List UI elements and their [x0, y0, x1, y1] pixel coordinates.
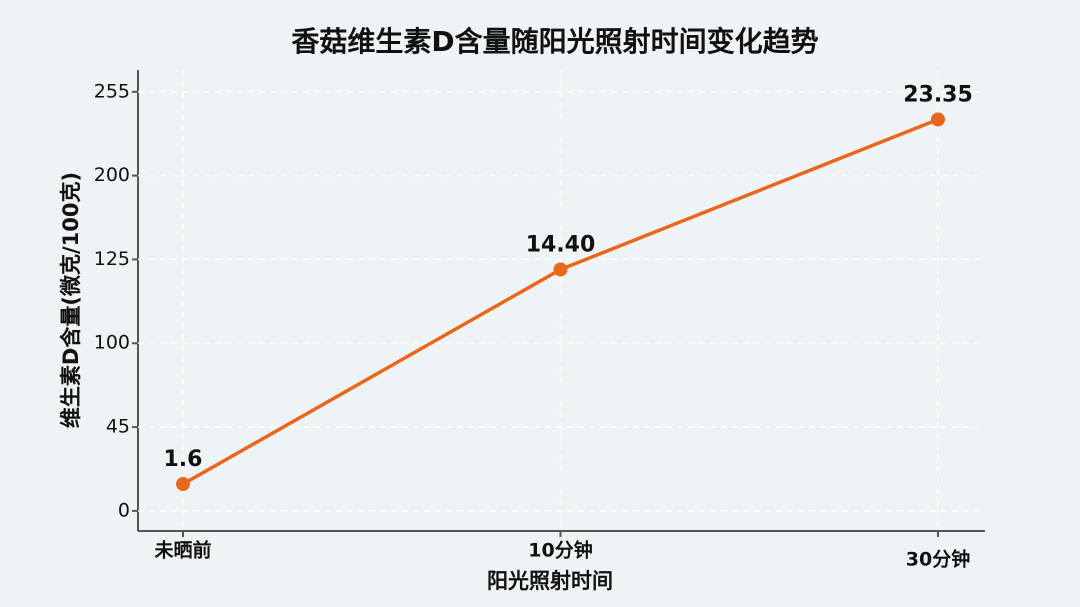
data-point: [931, 112, 945, 127]
y-tick-label: 125: [94, 248, 130, 270]
y-tick-label: 100: [94, 332, 130, 354]
chart-title: 香菇维生素D含量随阳光照射时间变化趋势: [291, 25, 818, 58]
x-tick-label: 30分钟: [906, 548, 970, 571]
y-axis-label: 维生素D含量(微克/100克): [59, 172, 83, 428]
data-label: 14.40: [526, 232, 596, 257]
y-tick-label: 45: [106, 416, 130, 438]
data-point: [176, 477, 190, 492]
data-label: 23.35: [903, 82, 973, 107]
y-tick-label: 0: [118, 499, 130, 521]
x-tick-label: 未晒前: [153, 539, 211, 562]
data-point: [553, 262, 568, 277]
data-label: 1.6: [164, 447, 203, 472]
x-tick-label: 10分钟: [528, 539, 592, 562]
y-tick-label: 200: [94, 164, 130, 186]
x-axis-label: 阳光照射时间: [487, 569, 613, 593]
y-tick-label: 255: [94, 80, 130, 102]
